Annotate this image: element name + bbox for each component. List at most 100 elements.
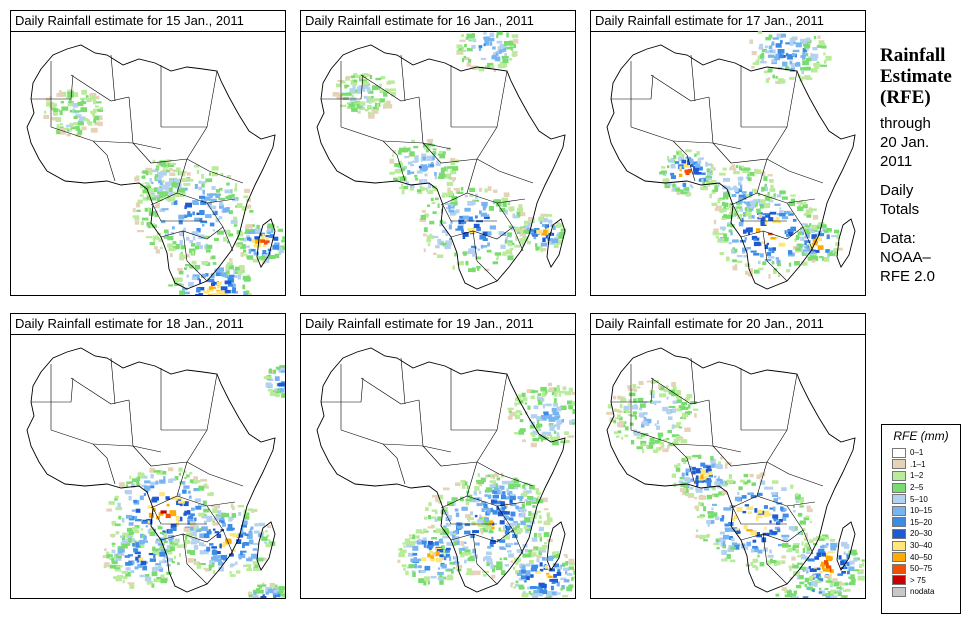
legend-item: > 75: [892, 575, 960, 587]
country-border: [730, 461, 768, 509]
madagascar-outline: [546, 521, 566, 571]
country-border: [132, 126, 208, 164]
legend-item: nodata: [892, 586, 960, 598]
sidebar-totals-line1: Daily: [880, 182, 914, 199]
country-border: [451, 70, 508, 128]
panel-title: Daily Rainfall estimate for 15 Jan., 201…: [11, 11, 285, 32]
sidebar-title-line1: Rainfall: [880, 45, 946, 66]
sidebar-through: through: [880, 115, 931, 132]
country-border: [476, 461, 534, 487]
madagascar-outline: [546, 218, 566, 268]
country-border: [450, 529, 514, 543]
country-border: [422, 126, 498, 164]
country-border: [50, 126, 134, 144]
country-border: [92, 140, 116, 182]
country-border: [786, 505, 814, 555]
legend-swatch: [892, 575, 906, 586]
country-border: [70, 74, 130, 102]
country-border: [422, 429, 498, 467]
country-border: [186, 158, 244, 184]
legend-label: 50–75: [910, 564, 933, 574]
country-border: [321, 74, 364, 100]
country-border: [382, 140, 406, 182]
legend-swatch: [892, 459, 906, 470]
africa-coastline: [26, 44, 276, 290]
country-border: [206, 202, 234, 252]
sidebar-data-line1: Data:: [880, 230, 916, 247]
country-border: [690, 54, 696, 102]
country-border: [472, 230, 498, 282]
sidebar-data-line3: RFE 2.0: [880, 268, 936, 285]
country-border: [128, 399, 162, 453]
legend-label: 40–50: [910, 552, 933, 562]
panel-title: Daily Rainfall estimate for 17 Jan., 201…: [591, 11, 865, 32]
sidebar-totals-line2: Totals: [880, 201, 920, 218]
country-border: [672, 443, 696, 485]
country-border: [70, 377, 130, 405]
country-border: [756, 495, 816, 507]
sidebar-date-line2: 2011: [880, 153, 913, 170]
legend-title: RFE (mm): [893, 429, 949, 443]
country-border: [732, 507, 787, 525]
africa-coastline: [316, 44, 566, 290]
legend-label: nodata: [910, 587, 935, 597]
legend-swatch: [892, 552, 906, 563]
country-border: [690, 357, 696, 405]
legend: RFE (mm) 0–1.1–1 1–2 2–5 5–10 10–15 15–20 20–3…: [881, 424, 961, 614]
country-border: [650, 377, 710, 405]
legend-item: 0–1: [892, 447, 960, 459]
country-border: [741, 373, 798, 431]
legend-label: 5–10: [910, 494, 928, 504]
rainfall-field: [332, 31, 567, 273]
sidebar-data-line2: NOAA–: [880, 249, 931, 266]
legend-rows: 0–1.1–1 1–2 2–5 5–10 10–15 15–20 20–30 30–40 40–…: [882, 447, 960, 598]
country-border: [440, 158, 478, 206]
country-border: [382, 443, 406, 485]
country-border: [186, 461, 244, 487]
country-border: [496, 505, 524, 555]
legend-label: .1–1: [910, 459, 926, 469]
panel-title: Daily Rainfall estimate for 20 Jan., 201…: [591, 314, 865, 335]
country-border: [132, 429, 208, 467]
country-border: [360, 377, 420, 405]
legend-item: 40–50: [892, 551, 960, 563]
sidebar-info: Rainfall Estimate (RFE) through 20 Jan. …: [880, 45, 966, 286]
map-panel-20-jan: Daily Rainfall estimate for 20 Jan., 201…: [590, 313, 866, 599]
country-border: [450, 226, 514, 240]
country-border: [50, 429, 134, 447]
map-panel-17-jan: Daily Rainfall estimate for 17 Jan., 201…: [590, 10, 866, 296]
country-border: [182, 533, 208, 585]
country-border: [476, 158, 534, 184]
country-border: [206, 505, 234, 555]
rainfall-map: [606, 347, 865, 598]
africa-coastline: [606, 347, 856, 593]
map-panel-15-jan: Daily Rainfall estimate for 15 Jan., 201…: [10, 10, 286, 296]
rainfall-map: [316, 347, 575, 598]
rainfall-field: [43, 89, 285, 295]
country-border: [712, 429, 788, 467]
country-border: [160, 529, 224, 543]
country-border: [766, 461, 824, 487]
madagascar-outline: [256, 521, 276, 571]
country-border: [496, 202, 524, 252]
country-border: [762, 230, 788, 282]
sidebar-date-line1: 20 Jan.: [880, 134, 930, 151]
country-border: [611, 74, 654, 100]
map-panel-16-jan: Daily Rainfall estimate for 16 Jan., 201…: [300, 10, 576, 296]
country-border: [740, 226, 804, 240]
country-border: [92, 443, 116, 485]
legend-item: 20–30: [892, 528, 960, 540]
legend-item: 2–5: [892, 482, 960, 494]
panel-title: Daily Rainfall estimate for 16 Jan., 201…: [301, 11, 575, 32]
legend-label: 2–5: [910, 483, 924, 493]
legend-swatch: [892, 586, 906, 597]
rainfall-map: [316, 31, 567, 290]
country-border: [650, 74, 710, 102]
legend-swatch: [892, 505, 906, 516]
country-border: [630, 429, 714, 447]
legend-item: 50–75: [892, 563, 960, 575]
legend-label: 30–40: [910, 541, 933, 551]
legend-swatch: [892, 540, 906, 551]
country-border: [672, 140, 696, 182]
country-border: [630, 126, 714, 144]
